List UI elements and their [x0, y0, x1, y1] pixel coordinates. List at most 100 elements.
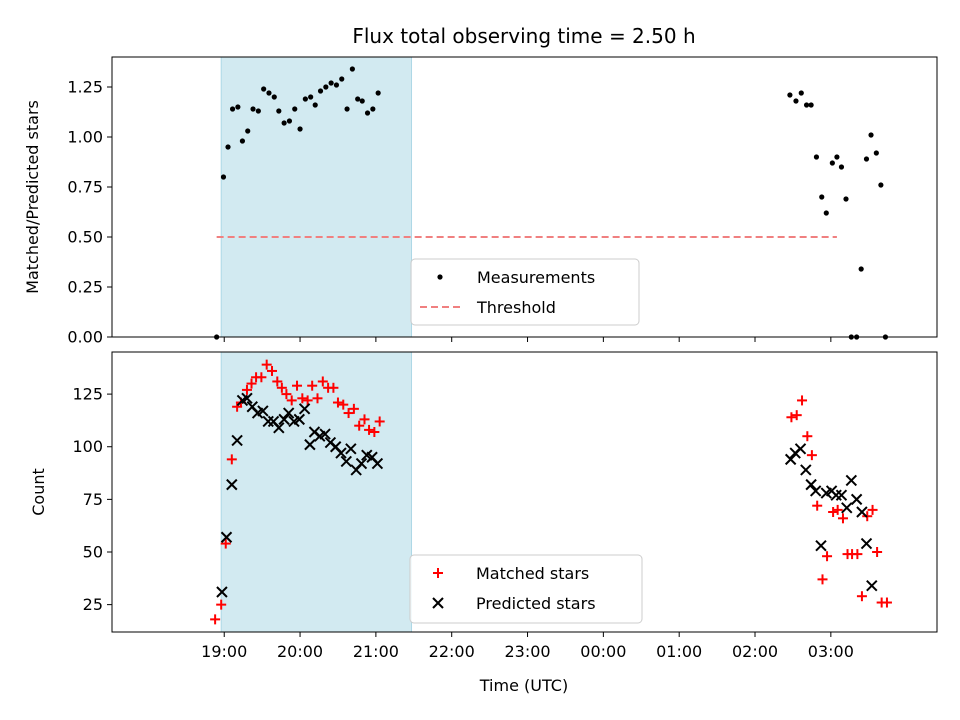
measurement-point — [239, 138, 246, 144]
measurement-point — [858, 266, 864, 272]
predicted-star-point — [293, 413, 306, 426]
matched-star-point — [266, 365, 277, 376]
matched-star-point — [867, 504, 878, 515]
matched-star-point — [828, 507, 839, 517]
measurements-legend-label: Measurements — [477, 268, 595, 287]
predicted-star-point — [335, 447, 347, 459]
matched-star-point — [348, 403, 359, 414]
matched-star-point — [837, 513, 848, 524]
predicted-star-point — [794, 443, 807, 455]
measurement-point — [271, 94, 277, 100]
measurement-point — [787, 92, 793, 98]
predicted-star-point — [241, 392, 253, 405]
measurement-point — [333, 82, 340, 88]
measurement-point — [819, 194, 825, 200]
matched-star-point — [246, 378, 257, 389]
predicted-star-point — [835, 489, 848, 501]
bottom-plot-frame — [111, 351, 938, 633]
matched-star-point — [297, 393, 308, 404]
matched-star-point — [369, 427, 380, 437]
x-tick-label: 23:00 — [504, 642, 550, 661]
matched-star-point — [276, 382, 287, 393]
predicted-legend-label: Predicted stars — [476, 594, 596, 613]
predicted-star-point — [371, 457, 384, 470]
measurement-point — [878, 182, 884, 188]
measurement-point — [225, 144, 231, 150]
matched-star-point — [226, 454, 237, 465]
matched-star-point — [364, 424, 375, 435]
bottom-y-tick-label: 75 — [83, 490, 103, 509]
x-tick-label: 20:00 — [277, 642, 323, 661]
matched-star-point — [210, 614, 221, 625]
predicted-star-point — [278, 413, 290, 426]
top-y-axis-label: Matched/Predicted stars — [23, 100, 42, 294]
measurement-point — [312, 102, 318, 108]
matched-star-point — [802, 431, 813, 442]
matched-star-point — [343, 408, 354, 419]
predicted-star-point — [800, 464, 812, 476]
matched-star-point — [791, 410, 802, 421]
matched-star-point — [312, 393, 323, 404]
bottom-legend: Matched stars Predicted stars — [409, 554, 643, 624]
predicted-star-point — [257, 405, 269, 417]
matched-star-point — [806, 450, 817, 461]
threshold-legend-label: Threshold — [476, 298, 556, 317]
matched-star-point — [786, 412, 797, 423]
predicted-star-point — [319, 428, 331, 440]
predicted-star-point — [298, 403, 311, 415]
measurement-point — [245, 128, 251, 134]
matched-star-point — [797, 395, 808, 406]
top-panel: 0.00 0.25 0.50 0.75 1.00 1.25 Matched/Predict… — [23, 56, 938, 347]
matched-star-point — [272, 376, 283, 387]
measurement-point — [344, 106, 350, 112]
predicted-star-point — [850, 493, 863, 506]
matched-star-point — [317, 376, 328, 387]
measurement-point — [235, 104, 241, 110]
measurement-point — [292, 106, 298, 112]
matched-star-point — [822, 551, 833, 562]
predicted-star-point — [815, 539, 827, 552]
measurement-point — [286, 118, 293, 124]
measurement-point — [220, 174, 227, 180]
bottom-y-tick-label: 100 — [72, 437, 103, 456]
predicted-star-point — [355, 457, 368, 470]
measurement-point — [297, 126, 303, 132]
measurement-point — [355, 96, 361, 102]
predicted-star-point — [860, 537, 873, 550]
measurement-point — [813, 154, 820, 160]
measurement-point — [823, 210, 829, 216]
top-y-tick-label: 1.25 — [67, 78, 103, 97]
matched-star-point — [220, 538, 231, 549]
bottom-y-tick-label: 50 — [83, 543, 103, 562]
bottom-y-axis-label: Count — [29, 468, 48, 516]
matched-star-point — [216, 599, 227, 610]
measurement-point — [808, 102, 814, 108]
measurement-point — [364, 110, 371, 116]
measurement-point — [375, 90, 381, 96]
bottom-legend-box — [409, 554, 643, 624]
top-y-tick-label: 0.25 — [67, 278, 103, 297]
top-y-tick-label: 0.00 — [67, 328, 103, 347]
matched-star-point — [852, 549, 863, 560]
bottom-y-tick-label: 25 — [83, 595, 103, 614]
measurement-point — [349, 66, 355, 72]
top-legend-box — [410, 258, 640, 326]
x-axis-label: Time (UTC) — [479, 676, 568, 695]
top-y-tick-label: 0.50 — [67, 228, 103, 247]
bottom-y-tick-label: 125 — [72, 385, 103, 404]
predicted-star-point — [809, 485, 822, 497]
matched-legend-marker — [433, 568, 443, 578]
top-y-tick-label: 1.00 — [67, 128, 103, 147]
predicted-star-point — [216, 586, 228, 598]
measurement-point — [281, 120, 287, 126]
matched-star-point — [256, 372, 267, 383]
predicted-star-point — [273, 422, 285, 434]
measurement-point — [302, 96, 308, 102]
x-tick-label: 21:00 — [353, 642, 399, 661]
measurement-point — [829, 160, 835, 166]
measurement-point — [359, 98, 365, 104]
matched-star-point — [374, 416, 385, 427]
chart-title: Flux total observing time = 2.50 h — [352, 24, 695, 48]
measurement-point — [803, 102, 810, 108]
matched-star-point — [241, 384, 252, 395]
